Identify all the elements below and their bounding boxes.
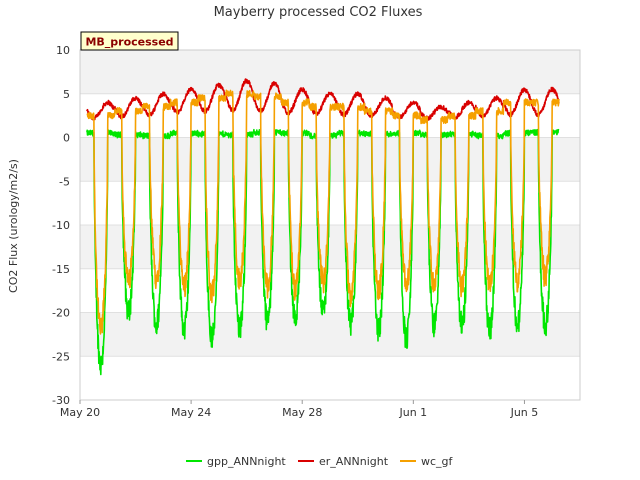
plot-background xyxy=(80,50,580,357)
badge-label: MB_processed xyxy=(85,36,173,49)
y-tick-label: 0 xyxy=(63,132,70,145)
y-tick-label: -30 xyxy=(52,394,70,407)
y-axis-title: CO2 Flux (urology/m2/s) xyxy=(7,159,20,293)
legend-label-wc_gf: wc_gf xyxy=(421,455,454,468)
y-tick-label: -25 xyxy=(52,350,70,363)
chart-title: Mayberry processed CO2 Fluxes xyxy=(214,5,423,20)
badge-box xyxy=(80,31,179,51)
x-axis: May 20 May 24 May 28 Jun 1 Jun 5 xyxy=(60,400,538,419)
y-tick-label: 5 xyxy=(63,88,70,101)
y-tick-label: -20 xyxy=(52,307,70,320)
y-tick-label: -10 xyxy=(52,219,70,232)
x-tick-label: Jun 1 xyxy=(398,406,427,419)
dataset-badge: MB_processed xyxy=(80,31,179,51)
x-tick-label: Jun 5 xyxy=(510,406,539,419)
y-axis: 10 5 0 -5 -10 -15 -20 -25 -30 xyxy=(52,44,70,407)
y-tick-label: -15 xyxy=(52,263,70,276)
series-line-gpp_ANNnight xyxy=(86,128,560,376)
y-tick-label: 10 xyxy=(56,44,70,57)
plot-band xyxy=(80,312,580,357)
legend-label-er_ANNnight: er_ANNnight xyxy=(319,455,389,468)
plot-border xyxy=(79,49,581,401)
legend: gpp_ANNnight er_ANNnight wc_gf xyxy=(186,455,454,468)
plot-band xyxy=(80,50,580,94)
plot-band xyxy=(80,225,580,269)
series-layer xyxy=(86,78,560,376)
x-tick-label: May 24 xyxy=(171,406,211,419)
series-line-er_ANNnight xyxy=(86,78,560,121)
x-tick-label: May 28 xyxy=(282,406,322,419)
series-line-wc_gf xyxy=(86,89,560,335)
legend-label-gpp_ANNnight: gpp_ANNnight xyxy=(207,455,286,468)
x-tick-label: May 20 xyxy=(60,406,100,419)
y-tick-label: -5 xyxy=(59,175,70,188)
